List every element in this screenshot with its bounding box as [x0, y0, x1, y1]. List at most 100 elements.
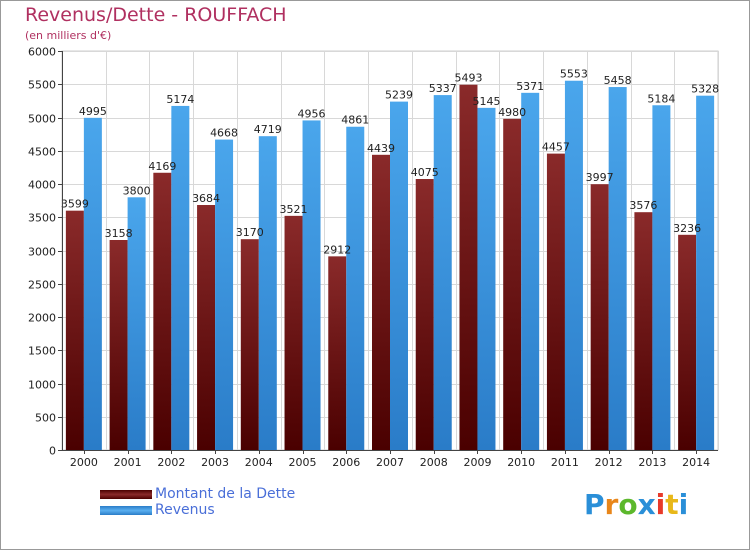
- data-label-revenus: 5174: [166, 93, 194, 106]
- y-tick-label: 5500: [28, 79, 56, 92]
- x-tick-label: 2001: [114, 456, 142, 469]
- bar-dette: [678, 234, 697, 450]
- bar-dette: [109, 239, 128, 450]
- bar-revenus: [477, 107, 496, 451]
- bar-revenus: [652, 105, 671, 450]
- bar-dette: [503, 118, 522, 450]
- y-tick-label: 3000: [28, 246, 56, 259]
- x-tick-label: 2007: [376, 456, 404, 469]
- y-tick-label: 6000: [28, 46, 56, 59]
- data-label-revenus: 5184: [647, 92, 675, 105]
- data-label-dette: 4439: [367, 142, 395, 155]
- x-tick-label: 2006: [332, 456, 360, 469]
- y-tick-label: 500: [35, 412, 56, 425]
- data-labels: 3599 4995 3158 3800 4169 5174 3684 4668 3170 4719…: [61, 68, 719, 257]
- logo-letter: t: [665, 488, 679, 521]
- x-tick-label: 2014: [682, 456, 710, 469]
- bar-dette: [372, 154, 390, 450]
- data-label-revenus: 5371: [516, 80, 544, 93]
- bar-revenus: [302, 120, 321, 451]
- chart-title: Revenus/Dette - ROUFFACH: [25, 4, 287, 26]
- y-tick-label: 2500: [28, 279, 56, 292]
- data-label-revenus: 4668: [210, 127, 238, 140]
- data-label-revenus: 3800: [123, 184, 151, 197]
- data-label-dette: 3684: [192, 192, 220, 205]
- bar-dette: [546, 153, 565, 450]
- bar-revenus: [83, 117, 102, 451]
- data-label-revenus: 4956: [298, 107, 326, 120]
- data-label-dette: 2912: [323, 243, 351, 256]
- bar-dette: [284, 215, 303, 450]
- logo-letter: x: [637, 488, 656, 521]
- logo-letter: i: [678, 488, 689, 521]
- bars: [65, 80, 715, 451]
- x-tick-label: 2003: [201, 456, 229, 469]
- x-tick-label: 2002: [157, 456, 185, 469]
- bar-revenus: [696, 95, 715, 451]
- bar-dette: [634, 212, 653, 450]
- bar-dette: [65, 210, 84, 450]
- bar-revenus: [127, 197, 146, 450]
- data-label-dette: 3236: [673, 222, 701, 235]
- y-tick-label: 1500: [28, 345, 56, 358]
- y-tick-label: 1000: [28, 379, 56, 392]
- chart-subtitle: (en milliers d'€): [25, 29, 112, 42]
- data-label-dette: 3576: [629, 199, 657, 212]
- y-tick-label: 0: [49, 445, 56, 458]
- legend-swatch-revenus: [100, 506, 152, 515]
- bar-dette: [415, 179, 434, 450]
- logo-letter: o: [618, 488, 638, 521]
- bar-dette: [590, 184, 609, 450]
- proxiti-logo: Proxiti: [584, 488, 688, 521]
- data-label-revenus: 5328: [691, 83, 719, 96]
- data-label-dette: 4457: [542, 141, 570, 154]
- y-tick-label: 5000: [28, 113, 56, 126]
- data-label-dette: 4075: [411, 166, 439, 179]
- x-tick-label: 2005: [289, 456, 317, 469]
- legend-label-dette: Montant de la Dette: [155, 486, 296, 502]
- bar-revenus: [433, 95, 452, 450]
- data-label-dette: 3997: [586, 171, 614, 184]
- y-tick-label: 3500: [28, 212, 56, 225]
- logo-letter: P: [584, 488, 605, 521]
- data-label-dette: 4169: [148, 160, 176, 173]
- data-label-dette: 3521: [280, 203, 308, 216]
- bar-dette: [240, 239, 259, 450]
- bar-revenus: [564, 80, 583, 451]
- data-label-revenus: 5458: [604, 74, 632, 87]
- bar-revenus: [521, 92, 540, 451]
- data-label-revenus: 4995: [79, 105, 107, 118]
- data-label-dette: 5493: [454, 72, 482, 85]
- x-tick-label: 2013: [638, 456, 666, 469]
- bar-dette: [459, 84, 478, 450]
- x-tick-label: 2011: [551, 456, 579, 469]
- x-tick-label: 2004: [245, 456, 273, 469]
- data-label-revenus: 5145: [472, 95, 500, 108]
- x-tick-label: 2000: [70, 456, 98, 469]
- bar-dette: [153, 172, 172, 450]
- data-label-revenus: 5553: [560, 68, 588, 81]
- y-tick-label: 2000: [28, 312, 56, 325]
- legend-swatch-dette: [100, 490, 152, 499]
- data-label-dette: 3170: [236, 226, 264, 239]
- legend-label-revenus: Revenus: [155, 502, 215, 518]
- logo-letter: i: [655, 488, 666, 521]
- data-label-dette: 3158: [105, 227, 133, 240]
- x-tick-label: 2009: [463, 456, 491, 469]
- x-tick-label: 2008: [420, 456, 448, 469]
- bar-revenus: [390, 101, 408, 450]
- data-label-revenus: 5239: [385, 89, 413, 102]
- y-tick-label: 4000: [28, 179, 56, 192]
- bar-revenus: [258, 136, 277, 450]
- x-tick-label: 2010: [507, 456, 535, 469]
- bar-dette: [197, 205, 216, 450]
- x-tick-label: 2012: [595, 456, 623, 469]
- bar-revenus: [608, 87, 627, 450]
- data-label-revenus: 5337: [429, 82, 457, 95]
- data-label-dette: 3599: [61, 198, 89, 211]
- data-label-revenus: 4719: [254, 123, 282, 136]
- data-label-dette: 4980: [498, 106, 526, 119]
- data-label-revenus: 4861: [341, 114, 369, 127]
- logo-letter: r: [604, 488, 619, 521]
